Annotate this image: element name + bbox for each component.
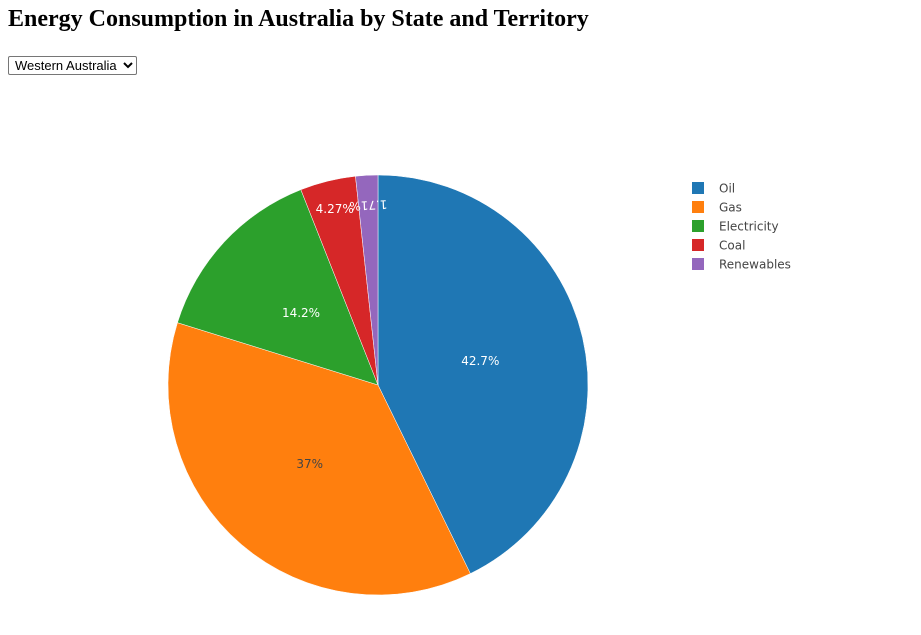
pie-slice-renewables[interactable] <box>355 174 379 386</box>
pie-slice-electricity[interactable] <box>177 189 379 386</box>
slice-label-renewables: 1.71% <box>349 197 388 213</box>
legend-swatch <box>692 201 704 213</box>
legend-swatch <box>692 258 704 270</box>
legend-swatch <box>692 239 704 251</box>
pie-slice-oil[interactable] <box>377 174 589 574</box>
legend-label: Gas <box>719 201 742 215</box>
legend-item-coal[interactable]: Coal <box>692 239 745 253</box>
legend-label: Renewables <box>719 258 791 272</box>
legend-item-oil[interactable]: Oil <box>692 182 735 196</box>
slice-label-coal: 4.27% <box>316 202 354 216</box>
slice-label-gas: 37% <box>296 457 323 471</box>
legend-swatch <box>692 220 704 232</box>
legend-label: Oil <box>719 182 735 196</box>
pie-slice-labels: 42.7% 37% 14.2% 4.27%1.71% <box>282 197 499 471</box>
slice-label-electricity: 14.2% <box>282 306 320 320</box>
state-select[interactable]: Western Australia <box>8 56 137 75</box>
page-title: Energy Consumption in Australia by State… <box>8 6 589 32</box>
legend-swatch <box>692 182 704 194</box>
legend-item-gas[interactable]: Gas <box>692 201 742 215</box>
pie-slices <box>167 174 589 596</box>
legend-label: Electricity <box>719 220 779 234</box>
legend-item-electricity[interactable]: Electricity <box>692 220 779 234</box>
legend: Oil Gas Electricity Coal Renewables <box>692 182 791 272</box>
legend-item-renewables[interactable]: Renewables <box>692 258 791 272</box>
slice-label-oil: 42.7% <box>461 354 499 368</box>
pie-slice-gas[interactable] <box>167 322 471 596</box>
legend-label: Coal <box>719 239 745 253</box>
